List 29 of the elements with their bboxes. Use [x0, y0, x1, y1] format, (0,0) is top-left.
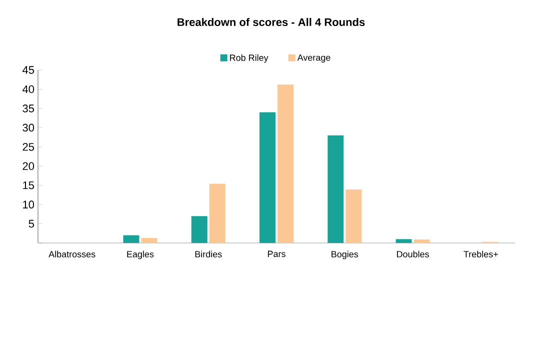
bar	[209, 184, 226, 243]
x-tick-label: Doubles	[397, 250, 429, 258]
y-tick-label: 35	[22, 104, 34, 112]
bar	[278, 84, 294, 243]
x-tick-label: Eagles	[127, 250, 154, 260]
y-tick-label: 20	[22, 162, 34, 170]
x-tick-label: Birdies	[195, 250, 222, 258]
bar	[191, 216, 208, 243]
x-tick-label: Trebles+	[464, 250, 498, 258]
bar	[123, 235, 140, 243]
x-tick-label: Bogies	[332, 250, 358, 260]
y-tick-label: 30	[22, 124, 34, 132]
y-tick-label: 25	[22, 143, 34, 151]
chart-title: Breakdown of scores - All 4 Rounds	[178, 18, 365, 26]
y-tick-label: 5	[28, 220, 34, 228]
x-tick-label: Albatrosses	[48, 250, 96, 258]
y-tick-label: 10	[23, 200, 34, 208]
bar	[328, 135, 344, 243]
bar	[414, 240, 430, 243]
bar	[346, 190, 362, 243]
y-tick-label: 40	[22, 85, 34, 94]
legend-label: Rob Riley	[230, 54, 268, 63]
y-tick-label: 15	[23, 181, 34, 190]
y-tick-label: 45	[22, 66, 34, 74]
legend-label: Average	[297, 54, 330, 63]
bar	[260, 112, 276, 243]
bar	[396, 239, 412, 243]
x-tick-label: Pars	[268, 250, 286, 258]
bar	[141, 238, 158, 243]
